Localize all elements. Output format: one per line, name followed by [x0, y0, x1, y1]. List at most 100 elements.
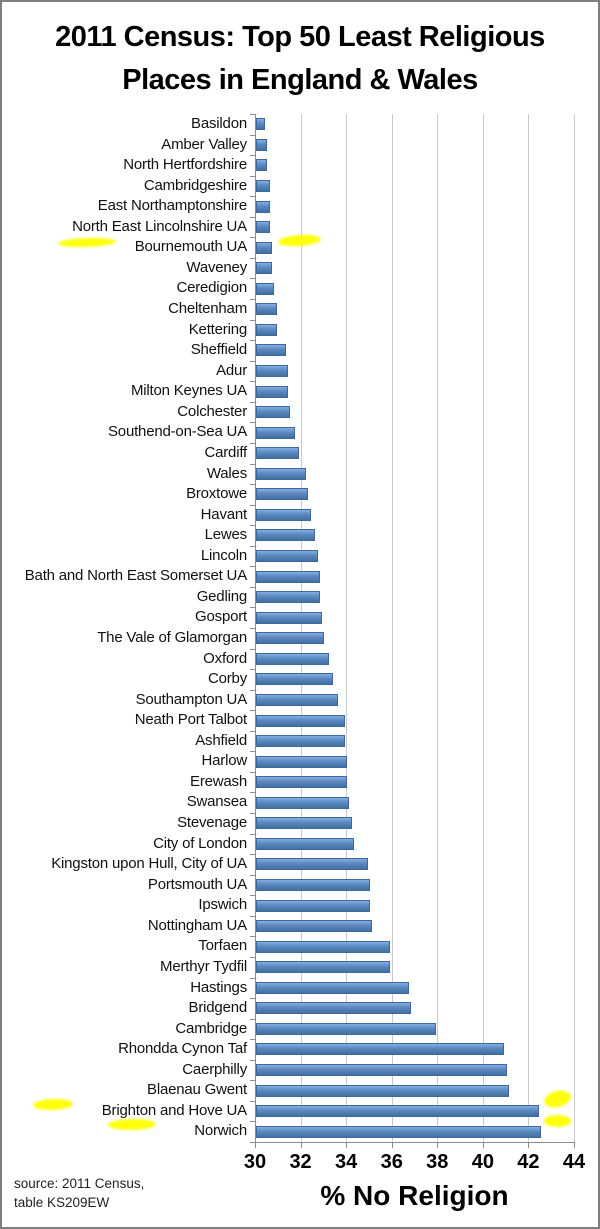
category-label: Lincoln [200, 546, 247, 564]
bar [256, 447, 300, 460]
y-tick [250, 1142, 255, 1143]
category-label: Corby [207, 670, 247, 688]
gridline-44 [574, 114, 575, 1142]
bar [256, 323, 277, 336]
chart-title-line2: Places in England & Wales [122, 64, 478, 96]
x-axis-line [250, 1142, 574, 1143]
y-tick [250, 607, 255, 609]
category-label: Milton Keynes UA [130, 382, 247, 400]
gridline-34 [346, 114, 348, 1142]
bar [256, 159, 268, 172]
category-label: East Northamptonshire [97, 197, 247, 215]
category-label: Torfaen [198, 937, 247, 955]
x-tick-label-42: 42 [517, 1151, 540, 1173]
category-label: Swansea [186, 793, 248, 811]
y-tick [250, 134, 255, 136]
bar [256, 344, 286, 357]
gridline-36 [391, 114, 393, 1142]
bar [256, 488, 309, 501]
category-label: Hastings [190, 978, 247, 996]
y-tick [250, 114, 255, 115]
bar [256, 365, 288, 377]
y-tick [250, 586, 255, 588]
y-tick [250, 401, 255, 403]
category-label: Norwich [194, 1122, 247, 1140]
category-label: Ipswich [198, 896, 247, 914]
bar [256, 508, 311, 521]
category-label: Cambridge [175, 1019, 247, 1037]
x-tick-label-34: 34 [335, 1151, 358, 1173]
y-tick [250, 977, 255, 979]
y-tick [250, 278, 255, 280]
bar [256, 138, 268, 151]
x-tick-34 [346, 1142, 348, 1148]
gridline-42 [528, 114, 530, 1142]
bar [256, 981, 409, 994]
bar [256, 385, 288, 398]
y-tick [250, 1080, 255, 1082]
category-label: Ashfield [195, 731, 247, 749]
category-label: Cheltenham [168, 300, 247, 318]
bar [256, 693, 339, 706]
category-label: Bridgend [188, 999, 248, 1017]
category-label: Portsmouth UA [147, 875, 247, 893]
bar [256, 1022, 436, 1035]
source-note-line2: table KS209EW [14, 1195, 110, 1210]
bar [256, 282, 275, 295]
y-tick [250, 895, 255, 897]
category-label: Cambridgeshire [143, 176, 247, 194]
y-tick [250, 381, 255, 383]
category-label: Cardiff [204, 443, 247, 461]
category-label: Bath and North East Somerset UA [24, 567, 247, 585]
category-label: The Vale of Glamorgan [97, 629, 247, 646]
y-tick [250, 319, 255, 321]
bar [256, 118, 266, 131]
y-tick [250, 1018, 255, 1020]
x-tick-36 [391, 1142, 393, 1148]
y-tick [250, 998, 255, 1000]
gridline-38 [437, 114, 439, 1142]
category-label: Southampton UA [135, 690, 248, 708]
x-tick-label-32: 32 [289, 1151, 312, 1173]
bar [256, 1002, 411, 1015]
bar [256, 755, 348, 768]
x-tick-38 [437, 1142, 439, 1148]
bar [256, 591, 320, 604]
y-tick [250, 915, 255, 917]
y-tick [250, 525, 255, 527]
category-label: Amber Valley [161, 135, 247, 153]
bar [256, 406, 291, 419]
y-tick [250, 360, 255, 362]
bar [256, 673, 334, 686]
category-label: Bournemouth UA [134, 238, 247, 256]
y-tick [250, 299, 255, 301]
y-tick [250, 175, 255, 177]
y-tick [250, 1059, 255, 1061]
bar [256, 467, 307, 480]
y-tick [250, 730, 255, 732]
bar [256, 241, 272, 254]
category-label: Erewash [190, 772, 247, 790]
bar [256, 899, 370, 912]
category-label: Ceredigion [176, 279, 247, 297]
category-label: Wales [206, 464, 247, 482]
category-label: Blaenau Gwent [147, 1081, 247, 1099]
category-label: Waveney [186, 258, 247, 276]
y-tick [250, 648, 255, 650]
bar [256, 179, 270, 192]
bar [256, 1043, 505, 1056]
y-tick [250, 710, 255, 712]
category-label: Basildon [191, 115, 247, 132]
bar [256, 858, 368, 871]
bar [256, 426, 295, 439]
category-label: Nottingham UA [147, 916, 247, 934]
bar [256, 632, 325, 645]
bar [256, 961, 391, 974]
bar [256, 611, 323, 624]
y-tick [250, 833, 255, 835]
bar [256, 920, 373, 933]
category-label: North Hertfordshire [123, 156, 247, 174]
category-label: Brighton and Hove UA [101, 1101, 247, 1119]
y-tick [250, 751, 255, 753]
